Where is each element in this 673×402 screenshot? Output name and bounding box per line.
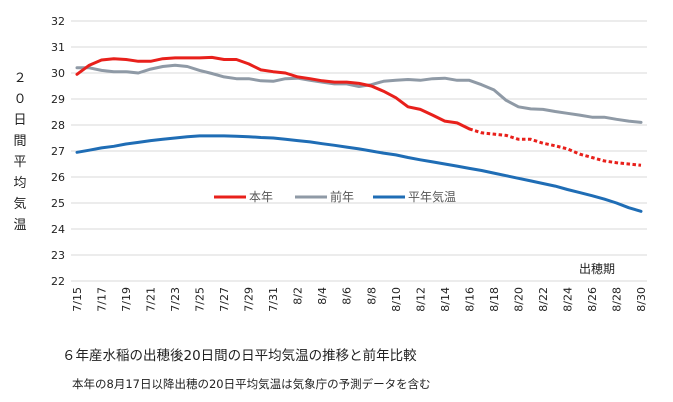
y-label-char: 温: [13, 218, 26, 233]
x-tick-label: 7/31: [267, 287, 280, 312]
y-tick-label: 32: [51, 15, 65, 28]
y-tick-label: 26: [51, 171, 65, 184]
x-tick-label: 7/21: [145, 287, 158, 312]
x-tick-label: 7/15: [71, 287, 84, 312]
x-tick-label: 8/18: [488, 287, 501, 312]
y-tick-label: 27: [51, 145, 65, 158]
y-tick-labels: 22 23 24 25 26 27 28 29 30 31 32: [51, 15, 65, 288]
y-tick-label: 23: [51, 249, 65, 262]
annotation-heading-period: 出穂期: [579, 262, 615, 276]
x-tick-label: 7/29: [243, 287, 256, 312]
y-label-char: ０: [13, 92, 26, 107]
x-tick-label: 8/8: [365, 287, 378, 305]
x-tick-label: 7/19: [120, 287, 133, 312]
x-tick-label: 7/17: [96, 287, 109, 312]
x-tick-label: 8/14: [439, 287, 452, 312]
x-tick-label: 8/16: [463, 287, 476, 312]
x-tick-label: 8/10: [390, 287, 403, 312]
x-tick-label: 7/27: [218, 287, 231, 312]
y-label-char: 間: [13, 134, 26, 149]
chart-note: 本年の8月17日以降出穂の20日平均気温は気象庁の予測データを含む: [72, 377, 431, 391]
series-line-2: [75, 134, 643, 213]
x-tick-label: 7/23: [169, 287, 182, 312]
x-tick-label: 8/22: [537, 287, 550, 312]
series-lines: [75, 55, 643, 213]
x-tick-label: 8/26: [586, 287, 599, 312]
legend: 本年 前年 平年気温: [214, 189, 456, 204]
legend-label: 平年気温: [408, 189, 456, 204]
x-tick-label: 8/24: [561, 287, 574, 312]
y-tick-label: 29: [51, 93, 65, 106]
x-tick-label: 8/28: [610, 287, 623, 312]
y-label-char: 日: [13, 113, 26, 128]
y-label-char: 平: [13, 155, 26, 170]
legend-label: 本年: [249, 190, 273, 204]
x-tick-label: 8/12: [414, 287, 427, 312]
x-tick-label: 8/6: [341, 287, 354, 305]
x-tick-label: 8/2: [292, 287, 305, 305]
y-tick-label: 24: [51, 223, 65, 236]
y-tick-label: 22: [51, 275, 65, 288]
series-line-0-solid: [75, 55, 471, 131]
series-line-0-dashed: [468, 127, 642, 167]
x-tick-label: 8/30: [635, 287, 648, 312]
y-tick-label: 25: [51, 197, 65, 210]
y-label-char: 均: [13, 176, 26, 191]
y-tick-label: 28: [51, 119, 65, 132]
y-label-char: ２: [13, 71, 26, 86]
x-tick-labels: 7/15 7/17 7/19 7/21 7/23 7/25 7/27 7/29 7/31 8/2 8…: [71, 287, 648, 312]
x-tick-label: 8/4: [316, 287, 329, 305]
series-line-1: [75, 63, 643, 124]
y-tick-label: 31: [51, 41, 65, 54]
y-tick-label: 30: [51, 67, 65, 80]
x-tick-label: 8/20: [512, 287, 525, 312]
grid-lines: [71, 20, 647, 282]
legend-label: 前年: [330, 189, 354, 204]
y-label-char: 気: [13, 196, 26, 212]
chart-caption: ６年産水稲の出穂後20日間の日平均気温の推移と前年比較: [62, 348, 417, 364]
x-tick-label: 7/25: [194, 287, 207, 312]
